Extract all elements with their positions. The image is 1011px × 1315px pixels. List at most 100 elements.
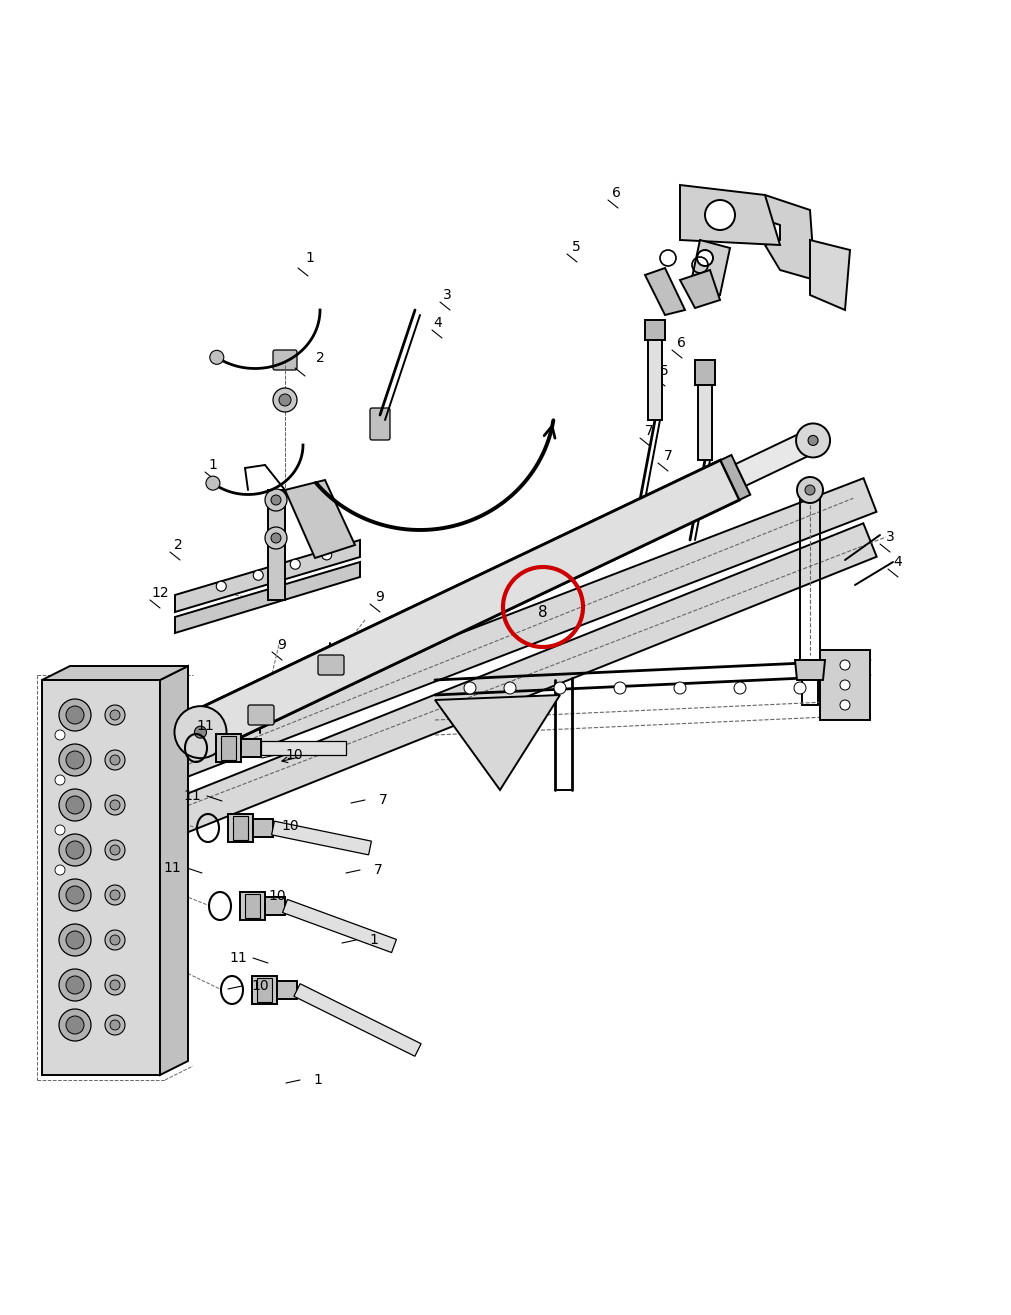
Polygon shape bbox=[435, 696, 560, 790]
Text: 11: 11 bbox=[229, 951, 247, 965]
Polygon shape bbox=[149, 479, 877, 786]
Polygon shape bbox=[252, 976, 277, 1003]
FancyBboxPatch shape bbox=[248, 705, 274, 725]
Circle shape bbox=[206, 476, 220, 490]
Polygon shape bbox=[233, 817, 248, 840]
Polygon shape bbox=[261, 740, 346, 755]
Text: 9: 9 bbox=[375, 590, 384, 604]
Circle shape bbox=[554, 682, 566, 694]
Text: 12: 12 bbox=[152, 586, 169, 600]
Circle shape bbox=[210, 350, 223, 364]
Polygon shape bbox=[42, 680, 160, 1074]
Circle shape bbox=[59, 878, 91, 911]
Text: 10: 10 bbox=[285, 748, 303, 761]
Text: 7: 7 bbox=[663, 448, 672, 463]
Circle shape bbox=[271, 533, 281, 543]
Circle shape bbox=[794, 682, 806, 694]
Circle shape bbox=[66, 1016, 84, 1034]
Circle shape bbox=[66, 706, 84, 725]
Circle shape bbox=[59, 700, 91, 731]
Circle shape bbox=[59, 789, 91, 821]
Text: 2: 2 bbox=[174, 538, 182, 552]
Circle shape bbox=[734, 682, 746, 694]
Circle shape bbox=[674, 682, 686, 694]
Polygon shape bbox=[820, 650, 870, 721]
Polygon shape bbox=[645, 320, 665, 341]
Text: 4: 4 bbox=[894, 555, 903, 569]
Text: 1: 1 bbox=[370, 934, 378, 947]
Text: 3: 3 bbox=[886, 530, 895, 544]
Circle shape bbox=[796, 423, 830, 458]
Circle shape bbox=[265, 527, 287, 548]
Polygon shape bbox=[268, 490, 285, 600]
FancyBboxPatch shape bbox=[318, 655, 344, 675]
Polygon shape bbox=[721, 455, 750, 500]
Polygon shape bbox=[216, 734, 241, 761]
Polygon shape bbox=[680, 185, 780, 245]
Polygon shape bbox=[175, 540, 360, 611]
Polygon shape bbox=[698, 385, 712, 460]
Text: 10: 10 bbox=[268, 889, 286, 903]
Circle shape bbox=[321, 550, 332, 560]
Circle shape bbox=[271, 494, 281, 505]
Polygon shape bbox=[690, 241, 730, 295]
Circle shape bbox=[273, 388, 297, 412]
Text: 11: 11 bbox=[196, 719, 214, 732]
Circle shape bbox=[808, 435, 818, 446]
Text: 11: 11 bbox=[163, 861, 181, 874]
Polygon shape bbox=[736, 430, 818, 485]
Circle shape bbox=[175, 706, 226, 759]
Circle shape bbox=[105, 1015, 125, 1035]
FancyBboxPatch shape bbox=[370, 408, 390, 441]
Polygon shape bbox=[245, 894, 260, 918]
Circle shape bbox=[59, 924, 91, 956]
Circle shape bbox=[840, 660, 850, 671]
Circle shape bbox=[110, 935, 120, 945]
Polygon shape bbox=[253, 819, 273, 838]
Circle shape bbox=[216, 581, 226, 592]
Circle shape bbox=[66, 751, 84, 769]
Circle shape bbox=[504, 682, 516, 694]
Circle shape bbox=[105, 885, 125, 905]
Polygon shape bbox=[810, 241, 850, 310]
Circle shape bbox=[59, 1009, 91, 1041]
Text: 6: 6 bbox=[676, 337, 685, 350]
Text: 9: 9 bbox=[278, 638, 286, 652]
Circle shape bbox=[59, 744, 91, 776]
Circle shape bbox=[110, 755, 120, 765]
Polygon shape bbox=[240, 892, 265, 920]
Circle shape bbox=[464, 682, 476, 694]
Polygon shape bbox=[175, 562, 360, 633]
Polygon shape bbox=[765, 195, 815, 280]
Circle shape bbox=[110, 1020, 120, 1030]
Circle shape bbox=[253, 571, 263, 580]
Circle shape bbox=[194, 726, 206, 738]
Circle shape bbox=[66, 886, 84, 903]
Polygon shape bbox=[795, 660, 825, 680]
Circle shape bbox=[105, 796, 125, 815]
Circle shape bbox=[110, 846, 120, 855]
Text: 4: 4 bbox=[434, 316, 443, 330]
Circle shape bbox=[110, 890, 120, 899]
Circle shape bbox=[279, 394, 291, 406]
Circle shape bbox=[59, 834, 91, 867]
Polygon shape bbox=[221, 736, 236, 760]
Polygon shape bbox=[645, 268, 685, 316]
Circle shape bbox=[110, 710, 120, 721]
Circle shape bbox=[66, 842, 84, 859]
Text: 6: 6 bbox=[612, 185, 621, 200]
Circle shape bbox=[66, 976, 84, 994]
Text: 10: 10 bbox=[281, 819, 299, 832]
Text: 2: 2 bbox=[315, 351, 325, 366]
Circle shape bbox=[614, 682, 626, 694]
Polygon shape bbox=[228, 814, 253, 842]
Text: 5: 5 bbox=[659, 364, 668, 377]
Polygon shape bbox=[139, 523, 877, 847]
Polygon shape bbox=[265, 897, 285, 915]
Text: 7: 7 bbox=[645, 423, 653, 438]
Circle shape bbox=[697, 250, 713, 266]
Polygon shape bbox=[277, 981, 297, 999]
Circle shape bbox=[66, 796, 84, 814]
Polygon shape bbox=[257, 978, 272, 1002]
Circle shape bbox=[265, 489, 287, 512]
